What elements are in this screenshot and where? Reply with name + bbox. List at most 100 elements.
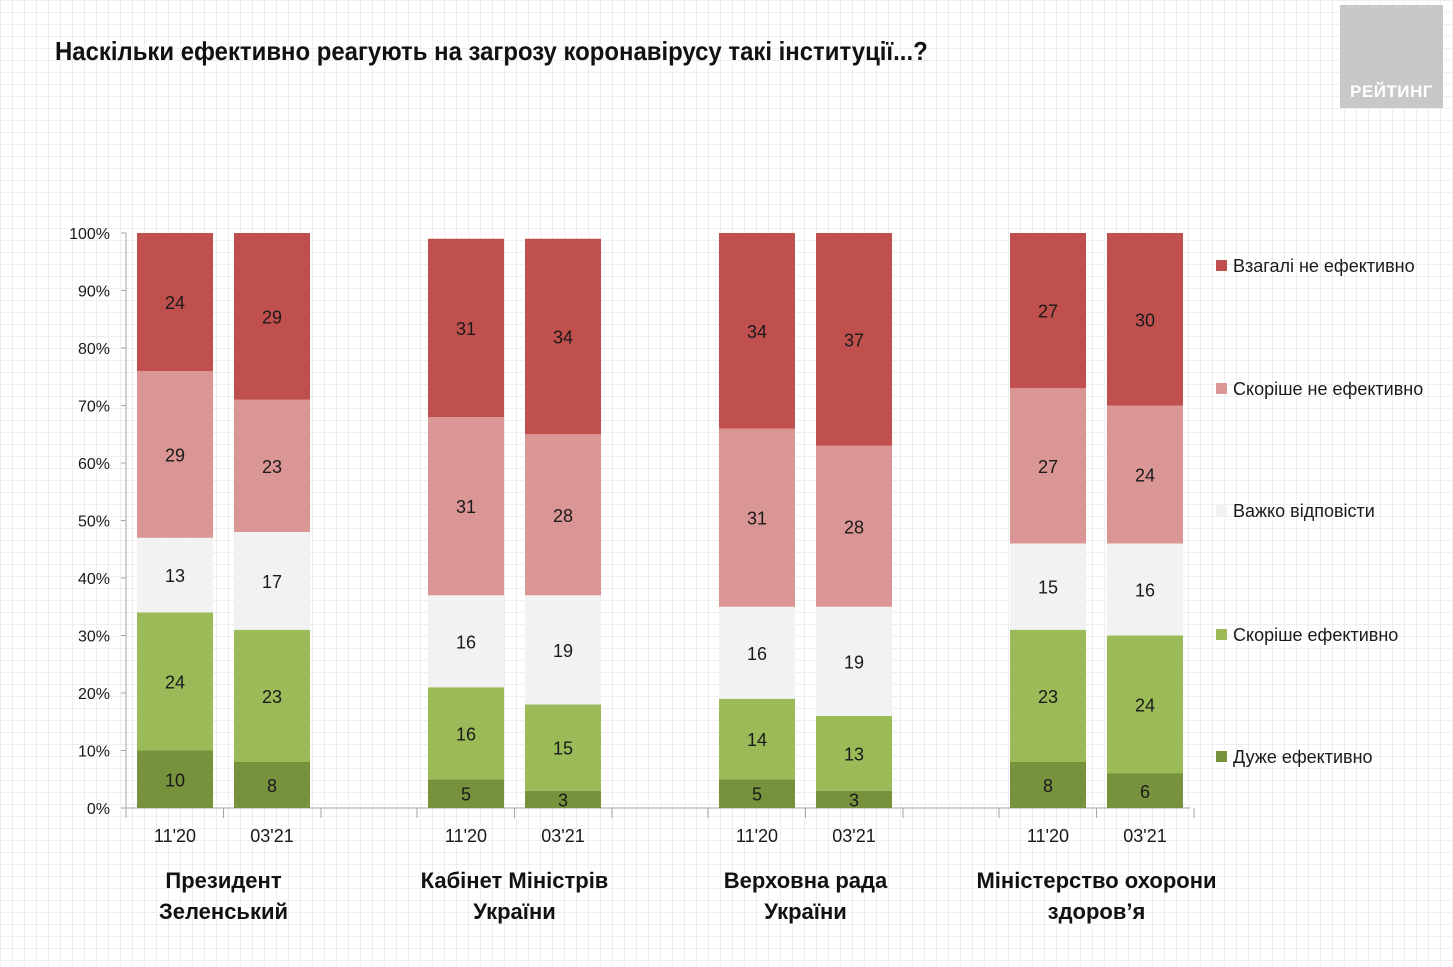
legend-label: Скоріше ефективно xyxy=(1233,625,1398,645)
group-label: України xyxy=(473,899,556,924)
data-label: 23 xyxy=(1038,687,1058,707)
data-label: 30 xyxy=(1135,310,1155,330)
bar-segment-rather-ineffective xyxy=(1107,405,1183,544)
bar-segment-very-effective xyxy=(428,779,504,808)
data-label: 31 xyxy=(747,509,767,529)
bar-segment-hard-to-say xyxy=(1010,543,1086,630)
legend-swatch-rather-ineffective xyxy=(1216,383,1227,394)
data-label: 3 xyxy=(558,790,568,810)
data-label: 8 xyxy=(1043,776,1053,796)
data-label: 15 xyxy=(553,739,573,759)
data-label: 31 xyxy=(456,497,476,517)
data-label: 17 xyxy=(262,572,282,592)
y-tick-label: 60% xyxy=(78,456,110,473)
data-label: 24 xyxy=(1135,696,1155,716)
data-label: 16 xyxy=(1135,581,1155,601)
bar-segment-rather-effective xyxy=(428,687,504,780)
bar-segment-rather-ineffective xyxy=(1010,388,1086,544)
period-label: 03'21 xyxy=(541,826,584,846)
data-label: 3 xyxy=(849,790,859,810)
legend-swatch-very-effective xyxy=(1216,751,1227,762)
y-tick-label: 80% xyxy=(78,341,110,358)
data-label: 28 xyxy=(553,506,573,526)
data-label: 29 xyxy=(262,307,282,327)
data-label: 27 xyxy=(1038,302,1058,322)
bar-segment-hard-to-say xyxy=(525,595,601,705)
bar-segment-very-ineffective xyxy=(719,233,795,429)
group-label: здоров’я xyxy=(1048,899,1146,924)
data-label: 8 xyxy=(267,776,277,796)
data-label: 15 xyxy=(1038,578,1058,598)
bar-segment-rather-ineffective xyxy=(137,371,213,538)
bar-segment-hard-to-say xyxy=(816,606,892,716)
legend-label: Важко відповісти xyxy=(1233,501,1375,521)
y-tick-label: 30% xyxy=(78,629,110,646)
period-label: 11'20 xyxy=(736,826,778,846)
bar-segment-hard-to-say xyxy=(234,532,310,630)
bar-segment-rather-effective xyxy=(1010,629,1086,762)
bar-segment-rather-ineffective xyxy=(234,399,310,532)
y-tick-label: 20% xyxy=(78,686,110,703)
bar-segment-hard-to-say xyxy=(1107,543,1183,636)
group-label: України xyxy=(764,899,847,924)
bar-segment-rather-effective xyxy=(525,704,601,791)
data-label: 34 xyxy=(553,328,573,348)
bar-segment-very-effective xyxy=(816,790,892,808)
data-label: 16 xyxy=(456,632,476,652)
data-label: 13 xyxy=(165,566,185,586)
data-label: 23 xyxy=(262,457,282,477)
bar-segment-rather-ineffective xyxy=(719,428,795,607)
bar-segment-rather-effective xyxy=(137,612,213,751)
group-label: Президент xyxy=(165,868,281,893)
bar-segment-rather-effective xyxy=(1107,635,1183,774)
data-label: 13 xyxy=(844,744,864,764)
data-label: 14 xyxy=(747,730,767,750)
bar-segment-very-effective xyxy=(719,779,795,808)
bar-segment-very-ineffective xyxy=(234,233,310,400)
data-label: 5 xyxy=(752,785,762,805)
bar-segment-very-ineffective xyxy=(525,238,601,435)
y-tick-label: 100% xyxy=(69,226,110,243)
bar-segment-hard-to-say xyxy=(428,595,504,688)
bar-segment-very-effective xyxy=(137,750,213,808)
data-label: 16 xyxy=(456,724,476,744)
period-label: 03'21 xyxy=(250,826,293,846)
bar-segment-very-ineffective xyxy=(137,233,213,371)
period-label: 03'21 xyxy=(832,826,875,846)
data-label: 24 xyxy=(1135,466,1155,486)
data-label: 19 xyxy=(553,641,573,661)
bar-segment-very-ineffective xyxy=(1010,233,1086,389)
group-label: Міністерство охорони xyxy=(976,868,1216,893)
rating-logo: РЕЙТИНГ xyxy=(1340,5,1443,108)
legend-label: Дуже ефективно xyxy=(1233,747,1373,767)
legend-label: Взагалі не ефективно xyxy=(1233,256,1415,276)
group-label: Верховна рада xyxy=(724,868,888,893)
data-label: 34 xyxy=(747,322,767,342)
bar-segment-rather-ineffective xyxy=(525,434,601,596)
chart-title: Наскільки ефективно реагують на загрозу … xyxy=(55,36,928,66)
data-label: 6 xyxy=(1140,782,1150,802)
data-label: 28 xyxy=(844,517,864,537)
y-tick-label: 10% xyxy=(78,744,110,761)
data-label: 31 xyxy=(456,319,476,339)
legend-label: Скоріше не ефективно xyxy=(1233,379,1423,399)
bar-segment-rather-effective xyxy=(816,716,892,791)
bar-segment-very-ineffective xyxy=(1107,233,1183,406)
data-label: 19 xyxy=(844,652,864,672)
bar-segment-very-effective xyxy=(525,790,601,808)
y-tick-label: 40% xyxy=(78,571,110,588)
legend-swatch-hard-to-say xyxy=(1216,505,1227,516)
group-label: Зеленський xyxy=(159,899,288,924)
legend-swatch-very-ineffective xyxy=(1216,260,1227,271)
y-tick-label: 70% xyxy=(78,399,110,416)
bar-segment-rather-ineffective xyxy=(816,445,892,607)
logo-text: РЕЙТИНГ xyxy=(1350,82,1433,101)
bar-segment-very-ineffective xyxy=(428,238,504,417)
period-label: 03'21 xyxy=(1123,826,1166,846)
data-label: 23 xyxy=(262,687,282,707)
bar-segment-very-effective xyxy=(1010,762,1086,808)
data-label: 37 xyxy=(844,330,864,350)
group-label: Кабінет Міністрів xyxy=(421,868,609,893)
bar-segment-rather-effective xyxy=(719,698,795,780)
